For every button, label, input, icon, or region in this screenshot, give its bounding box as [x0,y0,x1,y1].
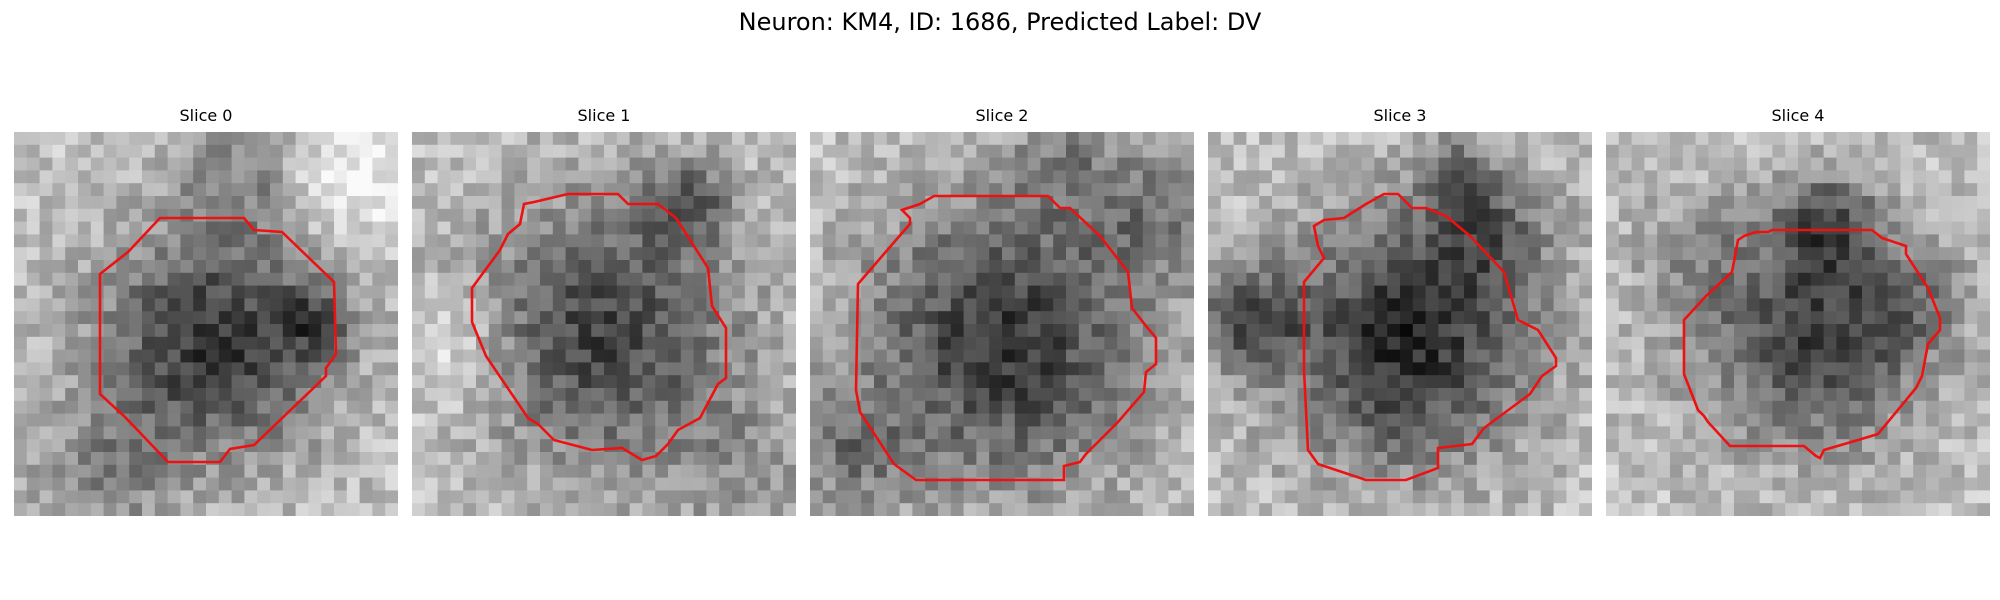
contour-outline [1682,228,1942,460]
slice-title: Slice 1 [577,106,631,125]
pixel-grid [810,132,1194,516]
slice-title: Slice 3 [1373,106,1427,125]
figure-title: Neuron: KM4, ID: 1686, Predicted Label: … [738,8,1262,36]
contour-outline [854,194,1158,482]
pixel-grid [14,132,398,516]
slice-title: Slice 2 [975,106,1029,125]
slice-title: Slice 0 [179,106,233,125]
contour-outline [1302,192,1558,482]
slice-image-3 [1208,132,1592,516]
contour-outline [98,216,338,464]
slice-image-1 [412,132,796,516]
pixel-grid [1208,132,1592,516]
slice-image-4 [1606,132,1990,516]
slice-title: Slice 4 [1771,106,1825,125]
contour-outline [470,192,728,462]
slice-image-0 [14,132,398,516]
slice-image-2 [810,132,1194,516]
pixel-grid [1606,132,1990,516]
pixel-grid [412,132,796,516]
